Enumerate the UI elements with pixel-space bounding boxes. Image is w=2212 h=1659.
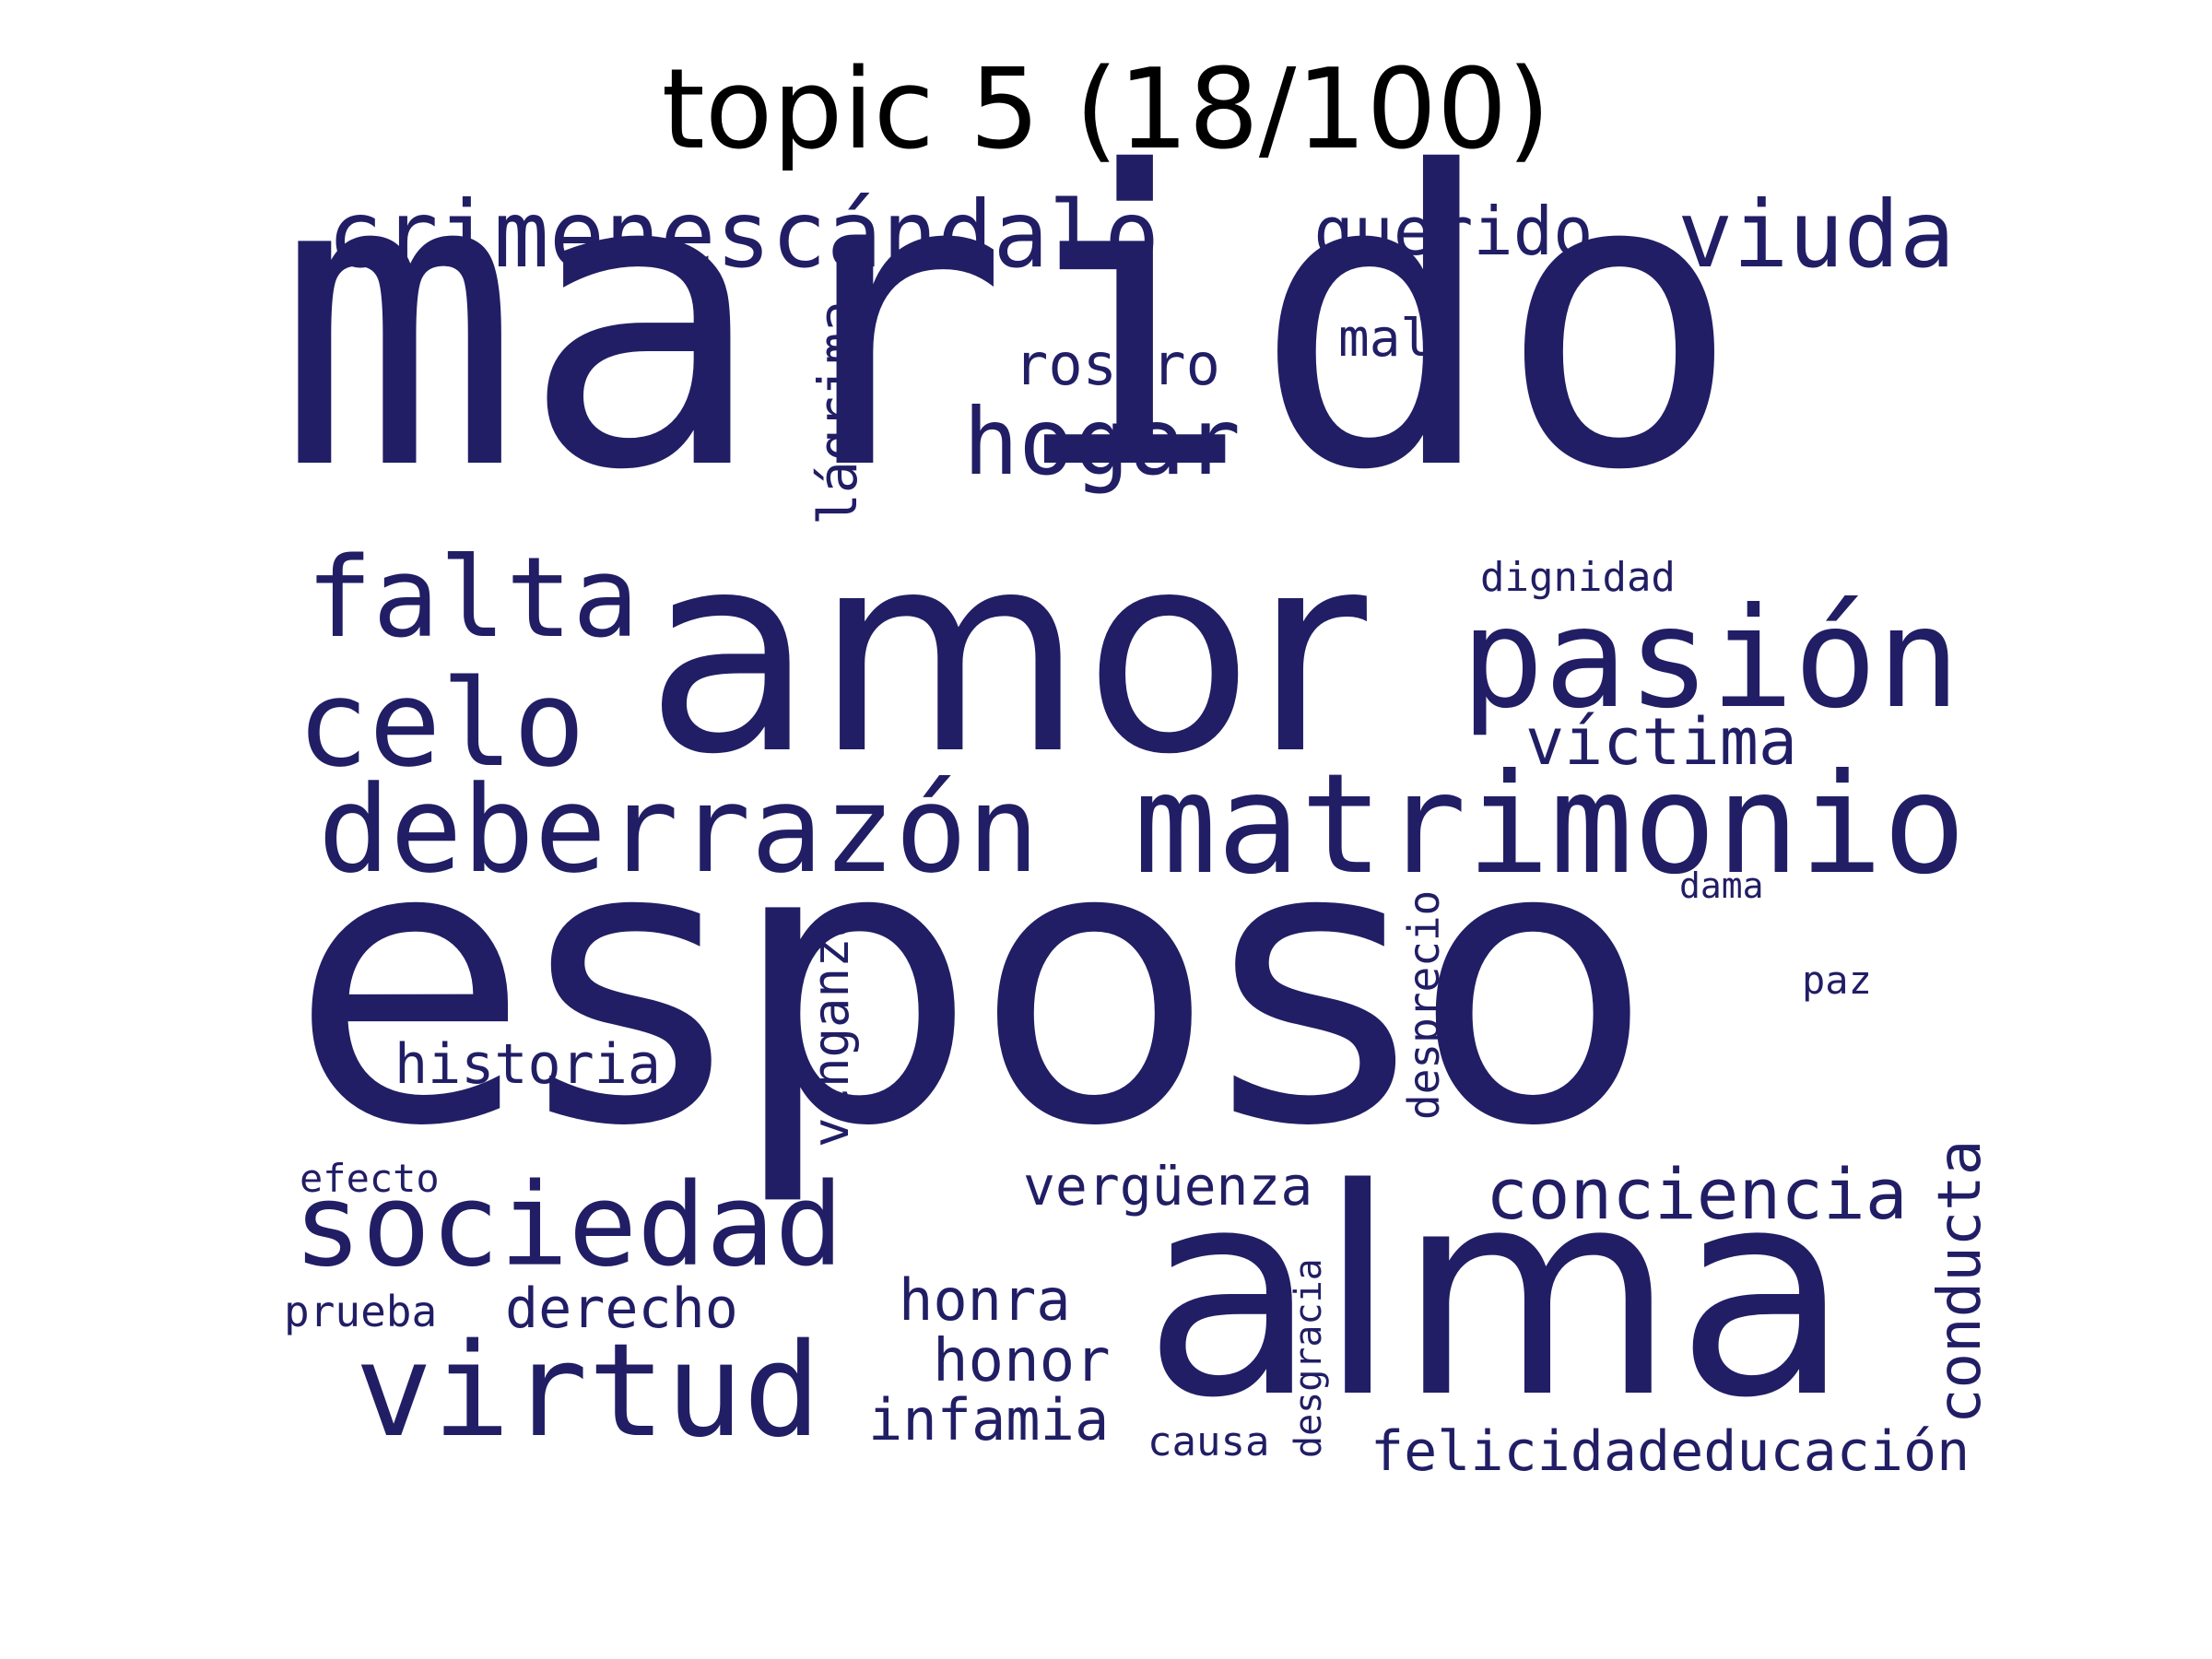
word-victima: víctima bbox=[1525, 704, 1798, 780]
word-desprecio: desprecio bbox=[1399, 889, 1449, 1120]
word-conducta: conducta bbox=[1926, 1139, 1994, 1424]
word-querido: querido bbox=[1313, 193, 1594, 270]
word-celo: celo bbox=[297, 653, 586, 794]
word-rostro: rostro bbox=[1014, 331, 1220, 398]
word-hogar: hogar bbox=[963, 388, 1241, 496]
word-honra: honra bbox=[899, 1266, 1071, 1334]
word-prueba: prueba bbox=[284, 1287, 438, 1336]
word-mal: mal bbox=[1338, 309, 1432, 369]
word-efecto: efecto bbox=[300, 1156, 440, 1201]
word-sociedad: sociedad bbox=[293, 1159, 844, 1292]
word-felicidadeducacion: felicidadeducación bbox=[1371, 1419, 1971, 1484]
word-falta: falta bbox=[306, 535, 640, 663]
word-amor: amor bbox=[645, 493, 1367, 815]
word-alma: alma bbox=[1143, 1128, 1852, 1461]
word-venganza: venganza bbox=[802, 907, 860, 1147]
word-desgracia: desgracia bbox=[1288, 1258, 1330, 1458]
word-viuda: viuda bbox=[1677, 181, 1956, 288]
word-honor: honor bbox=[933, 1327, 1111, 1395]
word-lagrima: lágrima bbox=[806, 300, 869, 525]
word-esposo: esposo bbox=[290, 760, 1652, 1211]
cloud-title: topic 5 (18/100) bbox=[661, 46, 1551, 174]
word-dignidad: dignidad bbox=[1480, 554, 1676, 601]
word-infamia: infamia bbox=[868, 1386, 1110, 1453]
word-virtud: virtud bbox=[355, 1316, 821, 1466]
word-verguenza: vergüenza bbox=[1023, 1155, 1313, 1218]
word-conciencia: conciencia bbox=[1486, 1153, 1908, 1235]
word-matrimonio: matrimonio bbox=[1134, 745, 1967, 905]
word-deberrazon: deberrazón bbox=[318, 759, 1040, 900]
word-causa: causa bbox=[1147, 1418, 1270, 1465]
word-marido: marido bbox=[276, 87, 1742, 559]
word-dama: dama bbox=[1679, 865, 1764, 906]
word-historia: historia bbox=[394, 1032, 661, 1097]
word-derecho: derecho bbox=[505, 1277, 738, 1341]
word-paz: paz bbox=[1802, 958, 1872, 1003]
word-crimenescandalo: crimenescándalo bbox=[327, 181, 1160, 288]
word-pasion: pasión bbox=[1461, 579, 1960, 739]
